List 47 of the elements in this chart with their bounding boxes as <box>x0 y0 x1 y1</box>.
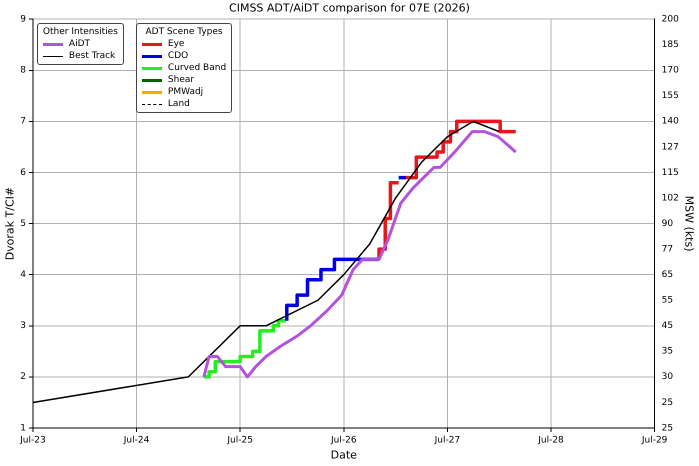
category-label: 25 <box>662 398 674 408</box>
legend-label: Best Track <box>68 50 116 62</box>
x-tick-label: Jul-26 <box>330 436 357 446</box>
category-label: 185 <box>662 40 679 50</box>
x-tick-label: Jul-27 <box>434 436 460 446</box>
category-label: 200 <box>662 14 679 25</box>
category-label: 30 <box>662 372 674 382</box>
y-tick-label: 8 <box>20 66 26 76</box>
x-axis-title: Date <box>330 448 358 462</box>
y-tick-label: 7 <box>20 116 26 127</box>
category-label: 25 <box>662 423 674 434</box>
y2-axis-title: MSW (kts) <box>682 196 696 252</box>
category-label: 45 <box>662 321 674 332</box>
category-label: 155 <box>662 91 679 102</box>
legend-label: Shear <box>168 74 194 86</box>
y-tick-label: 2 <box>20 372 26 382</box>
category-label: 127 <box>662 142 679 152</box>
y-tick-label: 6 <box>20 168 26 178</box>
text: ADT Scene Types <box>145 27 223 38</box>
category-label: 115 <box>662 168 679 178</box>
x-tick-label: Jul-25 <box>226 436 253 446</box>
chart-title: CIMSS ADT/AiDT comparison for 07E (2026) <box>229 1 470 14</box>
category-label: 140 <box>662 116 679 127</box>
legend-label: CDO <box>168 50 188 62</box>
x-tick-label: Jul-29 <box>640 436 668 446</box>
text: Other Intensities <box>42 27 118 38</box>
y-tick-label: 1 <box>20 423 26 434</box>
legend-label: Curved Band <box>168 62 226 74</box>
x-tick-label: Jul-23 <box>19 436 46 446</box>
y-tick-label: 9 <box>20 14 26 25</box>
category-label: 102 <box>662 193 679 204</box>
y-axis-title: Dvorak T/CI# <box>3 186 16 260</box>
category-label: 65 <box>662 270 674 280</box>
legend-label: AiDT <box>68 38 90 50</box>
legend-label: Land <box>168 98 190 110</box>
category-label: 170 <box>662 66 679 76</box>
legend-label: Eye <box>168 38 184 50</box>
category-label: 90 <box>662 218 674 229</box>
y-tick-label: 4 <box>20 270 26 280</box>
category-label: 55 <box>662 296 674 306</box>
x-tick-label: Jul-24 <box>122 436 150 446</box>
y-tick-label: 5 <box>20 218 26 229</box>
category-label: 35 <box>662 346 674 357</box>
x-tick-label: Jul-28 <box>537 436 564 446</box>
legend-label: PMWadj <box>168 86 204 98</box>
y-tick-label: 3 <box>20 321 26 332</box>
category-label: 77 <box>662 244 674 254</box>
